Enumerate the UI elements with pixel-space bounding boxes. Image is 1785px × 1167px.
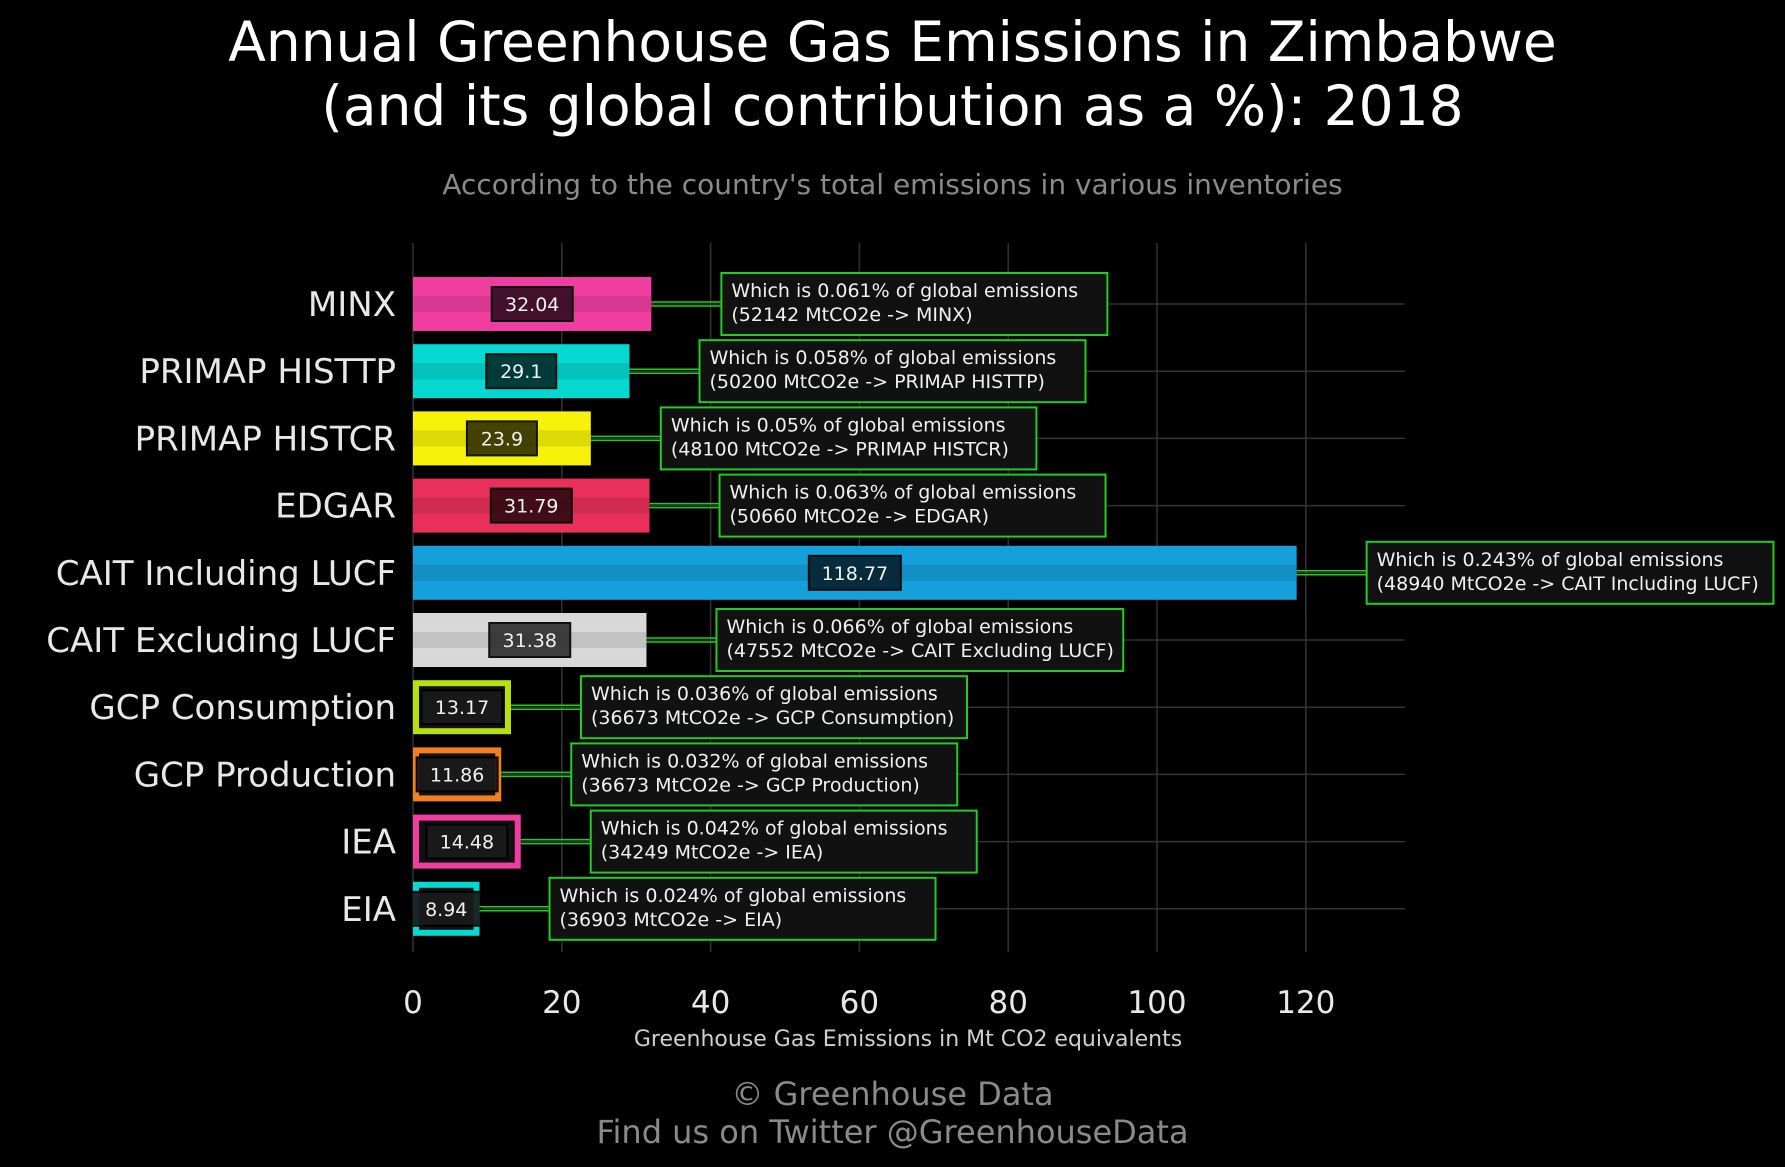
- annotation-line2: (34249 MtCO2e -> IEA): [601, 842, 824, 864]
- x-tick-label: 120: [1276, 985, 1335, 1021]
- value-label: 29.1: [500, 361, 542, 383]
- value-label: 23.9: [481, 428, 523, 450]
- x-tick-label: 20: [542, 985, 581, 1021]
- annotation-line2: (48100 MtCO2e -> PRIMAP HISTCR): [671, 438, 1009, 460]
- value-label: 11.86: [430, 764, 484, 786]
- value-label: 14.48: [440, 832, 494, 854]
- category-label: PRIMAP HISTCR: [135, 419, 396, 459]
- x-tick-label: 80: [988, 985, 1027, 1021]
- chart-title-line1: Annual Greenhouse Gas Emissions in Zimba…: [228, 10, 1557, 74]
- value-label: 31.79: [504, 496, 558, 518]
- annotation-box: [718, 473, 1107, 538]
- bar-group: EIA 8.94 Which is 0.024% of global emissio…: [341, 876, 937, 941]
- annotation-box: [698, 339, 1087, 404]
- x-tick-label: 40: [691, 985, 730, 1021]
- bar-group: EDGAR 31.79 Which is 0.063% of global emis…: [275, 473, 1107, 538]
- chart-title: Annual Greenhouse Gas Emissions in Zimba…: [0, 10, 1785, 138]
- annotation-box: [570, 742, 959, 807]
- bar-group: CAIT Excluding LUCF 31.38 Which is 0.066% …: [46, 608, 1125, 672]
- annotation-line2: (50200 MtCO2e -> PRIMAP HISTTP): [710, 371, 1045, 393]
- value-label-box: [490, 286, 574, 322]
- annotation-line2: (36673 MtCO2e -> GCP Consumption): [591, 707, 954, 729]
- annotation-line2: (48940 MtCO2e -> CAIT Including LUCF): [1377, 573, 1759, 595]
- value-label-box: [488, 622, 572, 658]
- value-label-box: [425, 823, 509, 860]
- category-label: GCP Production: [134, 755, 396, 795]
- annotation-line2: (36903 MtCO2e -> EIA): [560, 909, 783, 931]
- annotation-box: [720, 272, 1109, 336]
- category-label: PRIMAP HISTTP: [139, 352, 396, 392]
- annotation-line2: (52142 MtCO2e -> MINX): [731, 304, 972, 326]
- value-label: 32.04: [505, 294, 559, 316]
- annotation-line1: Which is 0.243% of global emissions: [1377, 549, 1724, 571]
- value-label: 31.38: [503, 630, 557, 652]
- bar-group: GCP Consumption 13.17 Which is 0.036% of g…: [89, 675, 968, 740]
- annotation-line2: (36673 MtCO2e -> GCP Production): [581, 774, 920, 796]
- annotation-box: [659, 406, 1038, 471]
- annotation-line1: Which is 0.032% of global emissions: [581, 750, 928, 772]
- annotation-box: [715, 608, 1125, 672]
- annotation-line1: Which is 0.063% of global emissions: [730, 482, 1077, 504]
- bar-group: CAIT Including LUCF 118.77 Which is 0.243%…: [56, 540, 1775, 605]
- x-tick-label: 0: [403, 985, 423, 1021]
- value-label: 13.17: [435, 697, 489, 719]
- annotation-line1: Which is 0.061% of global emissions: [731, 280, 1078, 302]
- value-label-box: [415, 756, 499, 793]
- category-label: GCP Consumption: [89, 688, 396, 728]
- category-label: IEA: [341, 823, 396, 863]
- chart-title-line2: (and its global contribution as a %): 20…: [321, 74, 1464, 138]
- annotation-line1: Which is 0.036% of global emissions: [591, 683, 938, 705]
- annotation-line2: (47552 MtCO2e -> CAIT Excluding LUCF): [726, 640, 1113, 662]
- category-label: MINX: [308, 285, 396, 325]
- annotation-box: [1365, 540, 1775, 605]
- footer-twitter: Find us on Twitter @GreenhouseData: [596, 1113, 1189, 1151]
- x-tick-label: 100: [1127, 985, 1186, 1021]
- annotation-box: [589, 809, 978, 874]
- category-label: CAIT Excluding LUCF: [46, 621, 396, 661]
- annotation-line1: Which is 0.058% of global emissions: [710, 347, 1057, 369]
- annotation-line1: Which is 0.024% of global emissions: [560, 885, 907, 907]
- value-label-box: [489, 487, 573, 524]
- x-tick-label: 60: [840, 985, 879, 1021]
- value-label-box: [485, 353, 558, 390]
- annotation-line1: Which is 0.05% of global emissions: [671, 414, 1006, 436]
- x-axis-title: Greenhouse Gas Emissions in Mt CO2 equiv…: [634, 1027, 1182, 1052]
- annotation-line2: (50660 MtCO2e -> EDGAR): [730, 506, 990, 528]
- bar-group: MINX 32.04 Which is 0.061% of global emiss…: [308, 272, 1109, 336]
- category-label: EIA: [341, 890, 396, 930]
- annotation-line1: Which is 0.066% of global emissions: [726, 616, 1073, 638]
- category-label: EDGAR: [275, 487, 396, 527]
- value-label-box: [465, 420, 538, 457]
- value-label: 118.77: [822, 563, 888, 585]
- annotation-line1: Which is 0.042% of global emissions: [601, 818, 948, 840]
- value-label-box: [410, 890, 483, 927]
- category-label: CAIT Including LUCF: [56, 554, 396, 594]
- footer-copyright: © Greenhouse Data: [731, 1075, 1054, 1113]
- bar-group: GCP Production 11.86 Which is 0.032% of gl…: [134, 742, 959, 807]
- value-label-box: [420, 689, 504, 726]
- chart-subtitle: According to the country's total emissio…: [442, 168, 1343, 201]
- bar-group: PRIMAP HISTTP 29.1 Which is 0.058% of glob…: [139, 339, 1087, 404]
- bar-group: PRIMAP HISTCR 23.9 Which is 0.05% of globa…: [135, 406, 1038, 471]
- annotation-box: [548, 876, 937, 941]
- bar-group: IEA 14.48 Which is 0.042% of global emissi…: [341, 809, 978, 874]
- value-label: 8.94: [425, 899, 467, 921]
- value-label-box: [807, 554, 902, 591]
- annotation-box: [579, 675, 968, 740]
